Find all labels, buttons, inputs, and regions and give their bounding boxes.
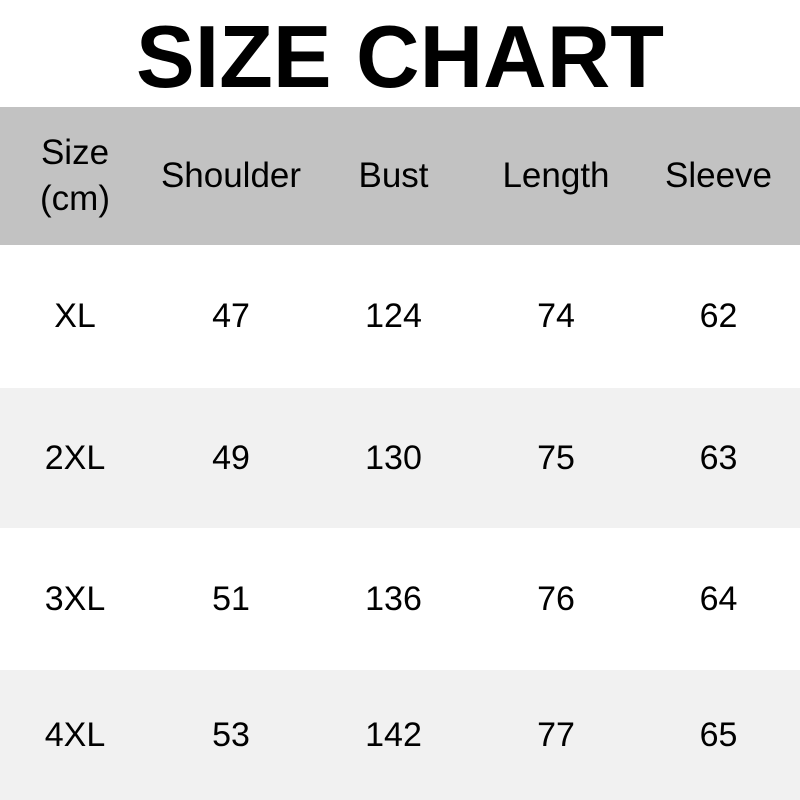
size-header-line1: Size bbox=[40, 133, 110, 172]
column-header-bust: Bust bbox=[358, 156, 429, 195]
table-row-4xl: 4XL 53 142 77 65 bbox=[0, 670, 800, 800]
page-title: SIZE CHART bbox=[136, 6, 664, 106]
shoulder-value: 47 bbox=[212, 297, 250, 336]
table-row-xl: XL 47 124 74 62 bbox=[0, 245, 800, 388]
bust-value: 136 bbox=[365, 579, 422, 618]
bust-value: 142 bbox=[365, 715, 422, 754]
shoulder-value: 53 bbox=[212, 715, 250, 754]
column-header-length: Length bbox=[502, 156, 610, 195]
sleeve-value: 65 bbox=[699, 715, 738, 754]
length-value: 75 bbox=[537, 438, 575, 477]
shoulder-value: 51 bbox=[212, 579, 250, 618]
size-table: Size (cm) Shoulder Bust Length Sleeve XL… bbox=[0, 107, 800, 800]
sleeve-value: 63 bbox=[699, 438, 738, 477]
size-header-line2: (cm) bbox=[40, 179, 110, 218]
column-header-shoulder: Shoulder bbox=[160, 156, 302, 195]
table-header-row: Size (cm) Shoulder Bust Length Sleeve bbox=[0, 107, 800, 245]
sleeve-value: 64 bbox=[699, 579, 738, 618]
sleeve-value: 62 bbox=[699, 297, 738, 336]
size-value: 3XL bbox=[44, 579, 106, 618]
column-header-sleeve: Sleeve bbox=[664, 156, 773, 195]
bust-value: 130 bbox=[365, 438, 422, 477]
size-value: 2XL bbox=[44, 438, 106, 477]
column-header-size: Size (cm) bbox=[0, 130, 150, 222]
length-value: 77 bbox=[537, 715, 575, 754]
table-row-3xl: 3XL 51 136 76 64 bbox=[0, 528, 800, 670]
shoulder-value: 49 bbox=[212, 438, 250, 477]
table-row-2xl: 2XL 49 130 75 63 bbox=[0, 388, 800, 528]
size-value: XL bbox=[54, 297, 96, 336]
bust-value: 124 bbox=[365, 297, 422, 336]
length-value: 74 bbox=[537, 297, 575, 336]
length-value: 76 bbox=[537, 579, 575, 618]
size-value: 4XL bbox=[44, 715, 106, 754]
